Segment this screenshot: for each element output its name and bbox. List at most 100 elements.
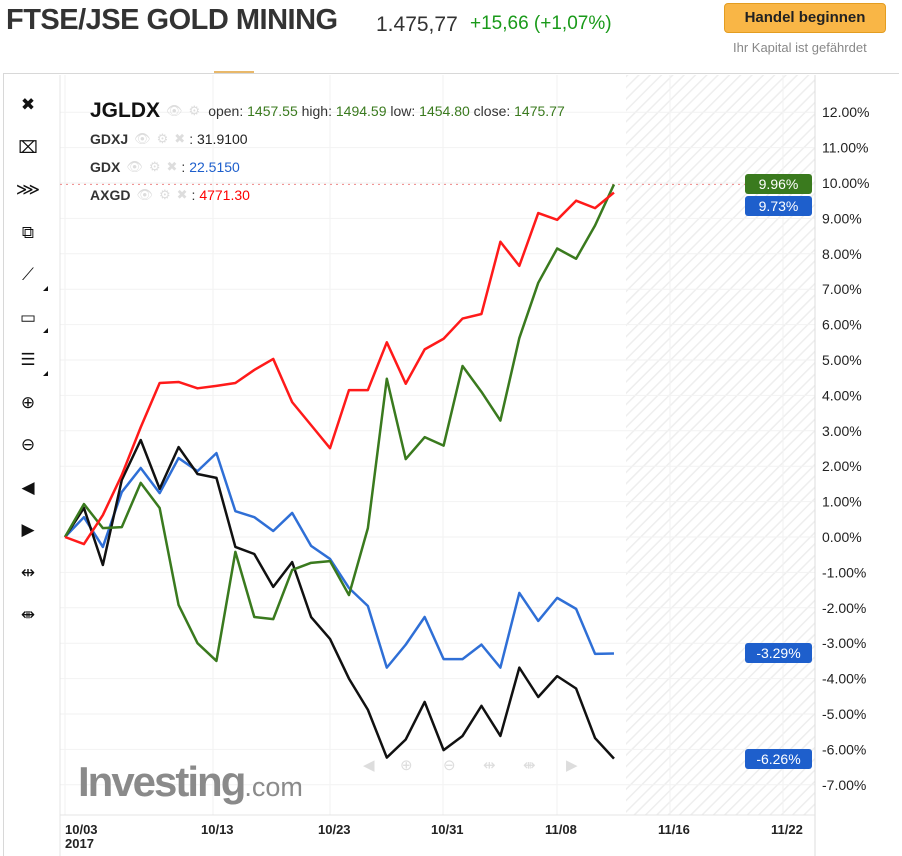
zoom-contract-icon[interactable]: ⇼: [523, 757, 536, 774]
drawing-toolbar: ✖ ⌧ ⋙ ⧉ ⟋ ▭ ☰ ⊕ ⊖ ◀ ▶ ⇹ ⇼: [6, 84, 56, 637]
series-line-gdxj: [63, 438, 615, 760]
y-tick-label: -4.00%: [822, 671, 866, 687]
close-icon[interactable]: ✖: [20, 95, 36, 115]
comparison-value: 4771.30: [199, 187, 250, 203]
series-line-axgd: [64, 191, 615, 546]
y-tick-label: 11.00%: [822, 140, 868, 156]
y-tick-label: 1.00%: [822, 494, 862, 510]
delete-all-icon[interactable]: ⋙: [15, 180, 41, 200]
y-tick-label: 12.00%: [822, 104, 869, 120]
horizontal-lines-icon[interactable]: ☰: [6, 339, 50, 382]
comparison-symbol: AXGD: [90, 187, 131, 203]
price-tag: -3.29%: [745, 643, 812, 664]
comparison-symbol: GDXJ: [90, 131, 129, 147]
eye-icon[interactable]: 👁: [136, 187, 153, 202]
gear-icon[interactable]: ⚙: [156, 131, 169, 146]
x-tick-label: 11/08: [545, 822, 577, 837]
series-line-jgldx: [63, 183, 616, 663]
rectangle-icon[interactable]: ▭: [6, 297, 50, 340]
zoom-contract-icon[interactable]: ⇼: [20, 605, 36, 625]
high-value: 1494.59: [335, 103, 387, 119]
active-tab-indicator: [214, 71, 254, 74]
chart-frame: [3, 73, 899, 856]
separator: :: [181, 159, 186, 175]
y-tick-label: 0.00%: [822, 529, 862, 545]
start-trading-button[interactable]: Handel beginnen: [724, 3, 886, 33]
close-label: close:: [473, 103, 511, 119]
low-label: low:: [390, 103, 416, 119]
zoom-expand-icon[interactable]: ⇹: [483, 757, 496, 774]
zoom-expand-icon[interactable]: ⇹: [20, 562, 36, 582]
y-tick-label: 4.00%: [822, 387, 862, 403]
legend-gdxj: GDXJ 👁 ⚙ ✖ : 31.9100: [90, 125, 565, 153]
y-tick-label: 5.00%: [822, 352, 862, 368]
x-tick-label: 11/22: [771, 822, 803, 837]
x-tick-label: 10/03: [65, 822, 98, 837]
legend-gdx: GDX 👁 ⚙ ✖ : 22.5150: [90, 153, 565, 181]
logo-suffix: .com: [244, 772, 303, 802]
scroll-left-icon[interactable]: ◀: [21, 477, 35, 497]
gear-icon[interactable]: ⚙: [148, 159, 161, 174]
gear-icon[interactable]: ⚙: [188, 103, 201, 118]
investing-logo: Investing.com: [78, 758, 303, 806]
scroll-left-icon[interactable]: ◀: [363, 757, 375, 774]
delete-drawing-icon[interactable]: ⌧: [18, 137, 38, 157]
low-value: 1454.80: [419, 103, 470, 119]
y-tick-label: -5.00%: [822, 706, 866, 722]
eye-icon[interactable]: 👁: [126, 159, 143, 174]
y-tick-label: 9.00%: [822, 210, 862, 226]
x-tick-label: 10/31: [431, 822, 464, 837]
last-price: 1.475,77: [376, 13, 458, 36]
x-tick-label: 10/23: [318, 822, 351, 837]
legend-main: JGLDX 👁 ⚙ open: 1457.55 high: 1494.59 low…: [90, 97, 565, 125]
price-tag: 9.96%: [745, 174, 812, 195]
main-symbol: JGLDX: [90, 99, 161, 122]
price-tag: -6.26%: [745, 748, 812, 769]
comparison-value: 22.5150: [189, 159, 240, 175]
y-tick-label: 2.00%: [822, 458, 862, 474]
scroll-right-icon[interactable]: ▶: [21, 520, 35, 540]
y-tick-label: 10.00%: [822, 175, 869, 191]
eye-icon[interactable]: 👁: [134, 131, 151, 146]
y-tick-label: -6.00%: [822, 741, 866, 757]
x-tick-year: 2017: [65, 836, 94, 851]
scroll-right-icon[interactable]: ▶: [566, 757, 578, 774]
y-tick-label: -2.00%: [822, 600, 866, 616]
zoom-out-icon[interactable]: ⊖: [443, 757, 456, 774]
trend-line-icon[interactable]: ⟋: [6, 254, 50, 297]
remove-icon[interactable]: ✖: [174, 131, 186, 146]
submenu-arrow-icon: [43, 328, 48, 333]
y-tick-label: 6.00%: [822, 317, 862, 333]
series-line-gdx: [64, 451, 614, 669]
chart-legend: JGLDX 👁 ⚙ open: 1457.55 high: 1494.59 low…: [90, 97, 565, 209]
y-tick-label: -7.00%: [822, 777, 866, 793]
zoom-in-icon[interactable]: ⊕: [400, 757, 413, 774]
y-tick-label: 3.00%: [822, 423, 862, 439]
y-tick-label: -1.00%: [822, 564, 866, 580]
open-value: 1457.55: [247, 103, 298, 119]
comparison-value: 31.9100: [196, 131, 248, 147]
zoom-out-icon[interactable]: ⊖: [20, 435, 36, 455]
separator: :: [189, 131, 194, 147]
open-label: open:: [208, 103, 244, 119]
zoom-in-icon[interactable]: ⊕: [20, 392, 36, 412]
logo-brand: Investing: [78, 758, 246, 805]
price-change: +15,66 (+1,07%): [470, 13, 612, 34]
y-tick-label: 8.00%: [822, 246, 862, 262]
gear-icon[interactable]: ⚙: [158, 187, 171, 202]
copy-windows-icon[interactable]: ⧉: [21, 222, 35, 242]
submenu-arrow-icon: [43, 285, 48, 291]
remove-icon[interactable]: ✖: [176, 187, 188, 202]
separator: :: [191, 187, 196, 203]
eye-icon[interactable]: 👁: [166, 103, 183, 118]
comparison-symbol: GDX: [90, 159, 121, 175]
risk-warning: Ihr Kapital ist gefährdet: [733, 40, 867, 55]
price-tag: 9.73%: [745, 196, 812, 217]
remove-icon[interactable]: ✖: [166, 159, 178, 174]
x-tick-label: 11/16: [658, 822, 690, 837]
instrument-title: FTSE/JSE GOLD MINING: [6, 4, 338, 36]
y-tick-label: -3.00%: [822, 635, 866, 651]
high-label: high:: [301, 103, 332, 119]
submenu-arrow-icon: [43, 370, 48, 376]
